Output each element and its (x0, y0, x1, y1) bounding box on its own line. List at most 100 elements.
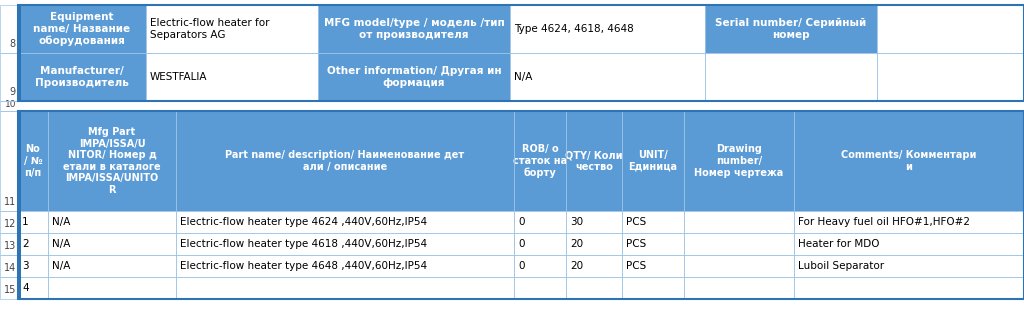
Bar (794, 255, 1024, 277)
Bar (622, 111, 684, 211)
Bar (877, 5, 1024, 53)
Bar (566, 277, 622, 299)
Text: No
/ №
п/п: No / № п/п (24, 145, 42, 178)
Text: UNIT/
Единица: UNIT/ Единица (629, 150, 678, 172)
Bar (176, 111, 514, 211)
Bar (18, 5, 146, 53)
Bar (566, 255, 622, 277)
Bar (18, 255, 48, 277)
Bar (705, 5, 877, 53)
Text: 13: 13 (4, 241, 16, 251)
Bar (877, 53, 1024, 101)
Bar (176, 255, 514, 277)
Bar (794, 233, 1024, 255)
Bar (18, 111, 1024, 299)
Bar (48, 111, 176, 211)
Bar (18, 5, 146, 53)
Text: Serial number/ Серийный
номер: Serial number/ Серийный номер (716, 18, 866, 40)
Bar (514, 211, 566, 233)
Text: 8: 8 (10, 39, 16, 49)
Text: ROB/ о
статок на
борту: ROB/ о статок на борту (513, 144, 567, 178)
Bar (318, 5, 510, 53)
Bar (176, 233, 514, 255)
Bar (794, 111, 1024, 211)
Text: Other information/ Другая ин
формация: Other information/ Другая ин формация (327, 66, 502, 88)
Bar (514, 255, 566, 277)
Bar (794, 111, 1024, 211)
Bar (684, 233, 794, 255)
Bar (684, 255, 794, 277)
Bar (514, 277, 566, 299)
Bar (48, 111, 176, 211)
Text: 11: 11 (4, 197, 16, 207)
Text: N/A: N/A (52, 261, 71, 271)
Bar (0, 255, 18, 277)
Text: Electric-flow heater type 4624 ,440V,60Hz,IP54: Electric-flow heater type 4624 ,440V,60H… (180, 217, 427, 227)
Bar (514, 111, 566, 211)
Bar (0, 233, 18, 255)
Text: 30: 30 (570, 217, 583, 227)
Bar (0, 255, 18, 277)
Bar (0, 277, 18, 299)
Text: 4: 4 (22, 283, 29, 293)
Text: PCS: PCS (626, 239, 646, 249)
Bar (0, 53, 18, 101)
Bar (18, 233, 48, 255)
Text: 20: 20 (570, 261, 583, 271)
Bar (622, 111, 684, 211)
Bar (48, 233, 176, 255)
Bar (18, 111, 22, 299)
Bar (18, 211, 48, 233)
Bar (318, 53, 510, 101)
Bar (0, 233, 18, 255)
Bar (622, 211, 684, 233)
Bar (318, 53, 510, 101)
Bar (794, 211, 1024, 233)
Bar (566, 233, 622, 255)
Bar (684, 111, 794, 211)
Bar (0, 53, 18, 101)
Text: 12: 12 (4, 219, 16, 229)
Bar (684, 233, 794, 255)
Text: Electric-flow heater for
Separators AG: Electric-flow heater for Separators AG (150, 18, 269, 40)
Bar (48, 277, 176, 299)
Text: 3: 3 (22, 261, 29, 271)
Text: WESTFALIA: WESTFALIA (150, 72, 208, 82)
Bar (794, 255, 1024, 277)
Bar (794, 277, 1024, 299)
Bar (146, 53, 318, 101)
Bar (0, 0, 1024, 5)
Text: Luboil Separator: Luboil Separator (798, 261, 884, 271)
Text: N/A: N/A (52, 239, 71, 249)
Bar (622, 255, 684, 277)
Bar (684, 211, 794, 233)
Bar (48, 255, 176, 277)
Bar (510, 53, 705, 101)
Bar (18, 111, 48, 211)
Bar (684, 211, 794, 233)
Bar (566, 211, 622, 233)
Bar (705, 5, 877, 53)
Bar (566, 111, 622, 211)
Text: Electric-flow heater type 4618 ,440V,60Hz,IP54: Electric-flow heater type 4618 ,440V,60H… (180, 239, 427, 249)
Bar (794, 211, 1024, 233)
Bar (176, 111, 514, 211)
Text: 15: 15 (4, 285, 16, 295)
Bar (566, 111, 622, 211)
Bar (622, 211, 684, 233)
Bar (684, 277, 794, 299)
Bar (622, 255, 684, 277)
Bar (705, 53, 877, 101)
Bar (0, 211, 18, 233)
Text: MFG model/type / модель /тип
от производителя: MFG model/type / модель /тип от производ… (324, 18, 505, 40)
Bar (176, 211, 514, 233)
Bar (514, 211, 566, 233)
Text: 0: 0 (518, 239, 524, 249)
Bar (18, 233, 48, 255)
Bar (684, 111, 794, 211)
Bar (48, 211, 176, 233)
Bar (566, 211, 622, 233)
Bar (510, 5, 705, 53)
Text: N/A: N/A (52, 217, 71, 227)
Bar (877, 5, 1024, 53)
